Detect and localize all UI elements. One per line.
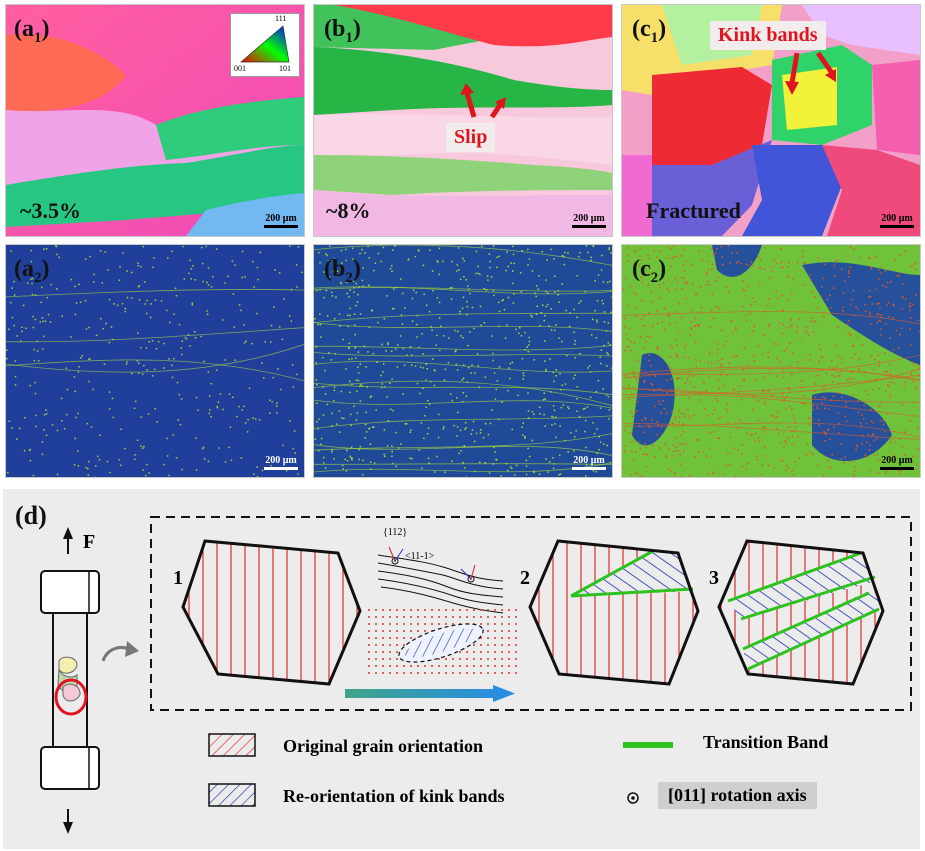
slip-direction-label: <11-1> bbox=[405, 551, 435, 562]
legend-axis-label: [011] rotation axis bbox=[658, 782, 817, 809]
panel-c2-label: (c2) bbox=[632, 256, 667, 286]
slip-arrows bbox=[460, 83, 506, 119]
panel-b2-label: (b2) bbox=[324, 256, 361, 286]
strain-b1: ~8% bbox=[326, 198, 371, 223]
grain-stage-2 bbox=[528, 539, 700, 686]
step-2-label: 2 bbox=[520, 567, 530, 589]
ipf-key-001: 001 bbox=[234, 64, 246, 73]
ipf-key-triangle bbox=[240, 25, 290, 63]
step-1-label: 1 bbox=[173, 567, 183, 589]
tensile-specimen bbox=[40, 527, 139, 834]
panel-a1-label: (a1) bbox=[14, 16, 50, 46]
step-3-label: 3 bbox=[709, 567, 719, 589]
force-label: F bbox=[83, 531, 96, 553]
ipf-color-key: 111 001 101 bbox=[230, 13, 300, 77]
strain-c1: Fractured bbox=[646, 198, 741, 223]
ipf-key-111: 111 bbox=[275, 14, 287, 23]
panel-b2-kam-map: (b2) 200 μm bbox=[313, 244, 613, 478]
panel-b1-label: (b1) bbox=[324, 16, 361, 46]
scale-bar-b1: 200 μm bbox=[572, 213, 606, 228]
panel-d-label: (d) bbox=[15, 501, 47, 530]
slip-callout: Slip bbox=[446, 123, 496, 152]
schematic-panel-d: (d) bbox=[3, 489, 920, 849]
schematic-drawing bbox=[40, 516, 912, 834]
grain-stage-3 bbox=[717, 539, 885, 686]
rotation-axis-icon bbox=[627, 792, 639, 804]
legend-swatch-reorient bbox=[208, 783, 256, 807]
scale-bar-a1: 200 μm bbox=[264, 213, 298, 228]
scale-bar-c1: 200 μm bbox=[880, 213, 914, 228]
kam-map-a2 bbox=[6, 245, 304, 477]
scale-bar-c2: 200 μm bbox=[880, 455, 914, 470]
kink-arrows bbox=[785, 51, 836, 95]
panel-b1-ipf-map: (b1) Slip ~8% 200 μm bbox=[313, 4, 613, 237]
slip-kink-illustration bbox=[368, 546, 518, 679]
kam-map-c2 bbox=[622, 245, 920, 477]
scale-bar-b2: 200 μm bbox=[572, 455, 606, 470]
panel-a1-ipf-map: 111 001 101 (a1) ~3.5% 200 μm bbox=[5, 4, 305, 237]
scale-bar-a2: 200 μm bbox=[264, 455, 298, 470]
legend-original-label: Original grain orientation bbox=[283, 736, 483, 756]
panel-a2-kam-map: (a2) 200 μm bbox=[5, 244, 305, 478]
ipf-map-c1 bbox=[622, 5, 920, 236]
legend-transition-label: Transition Band bbox=[703, 732, 829, 752]
ipf-map-b1 bbox=[314, 5, 612, 236]
legend-reorient-label: Re-orientation of kink bands bbox=[283, 786, 505, 806]
panel-a2-label: (a2) bbox=[14, 256, 50, 286]
kam-map-b2 bbox=[314, 245, 612, 477]
process-arrow bbox=[345, 689, 495, 698]
panel-c1-ipf-map: (c1) Kink bands Fractured 200 μm bbox=[621, 4, 921, 237]
panel-c1-label: (c1) bbox=[632, 16, 667, 46]
strain-a1: ~3.5% bbox=[20, 198, 81, 223]
kink-bands-callout: Kink bands bbox=[710, 21, 826, 50]
legend-swatch-original bbox=[208, 733, 256, 757]
ipf-key-101: 101 bbox=[279, 64, 291, 73]
process-frame bbox=[150, 516, 912, 711]
slip-plane-label: {112} bbox=[383, 527, 408, 538]
panel-c2-kam-map: (c2) 200 μm bbox=[621, 244, 921, 478]
grain-stage-1 bbox=[181, 539, 362, 686]
highlight-circle bbox=[54, 678, 88, 716]
